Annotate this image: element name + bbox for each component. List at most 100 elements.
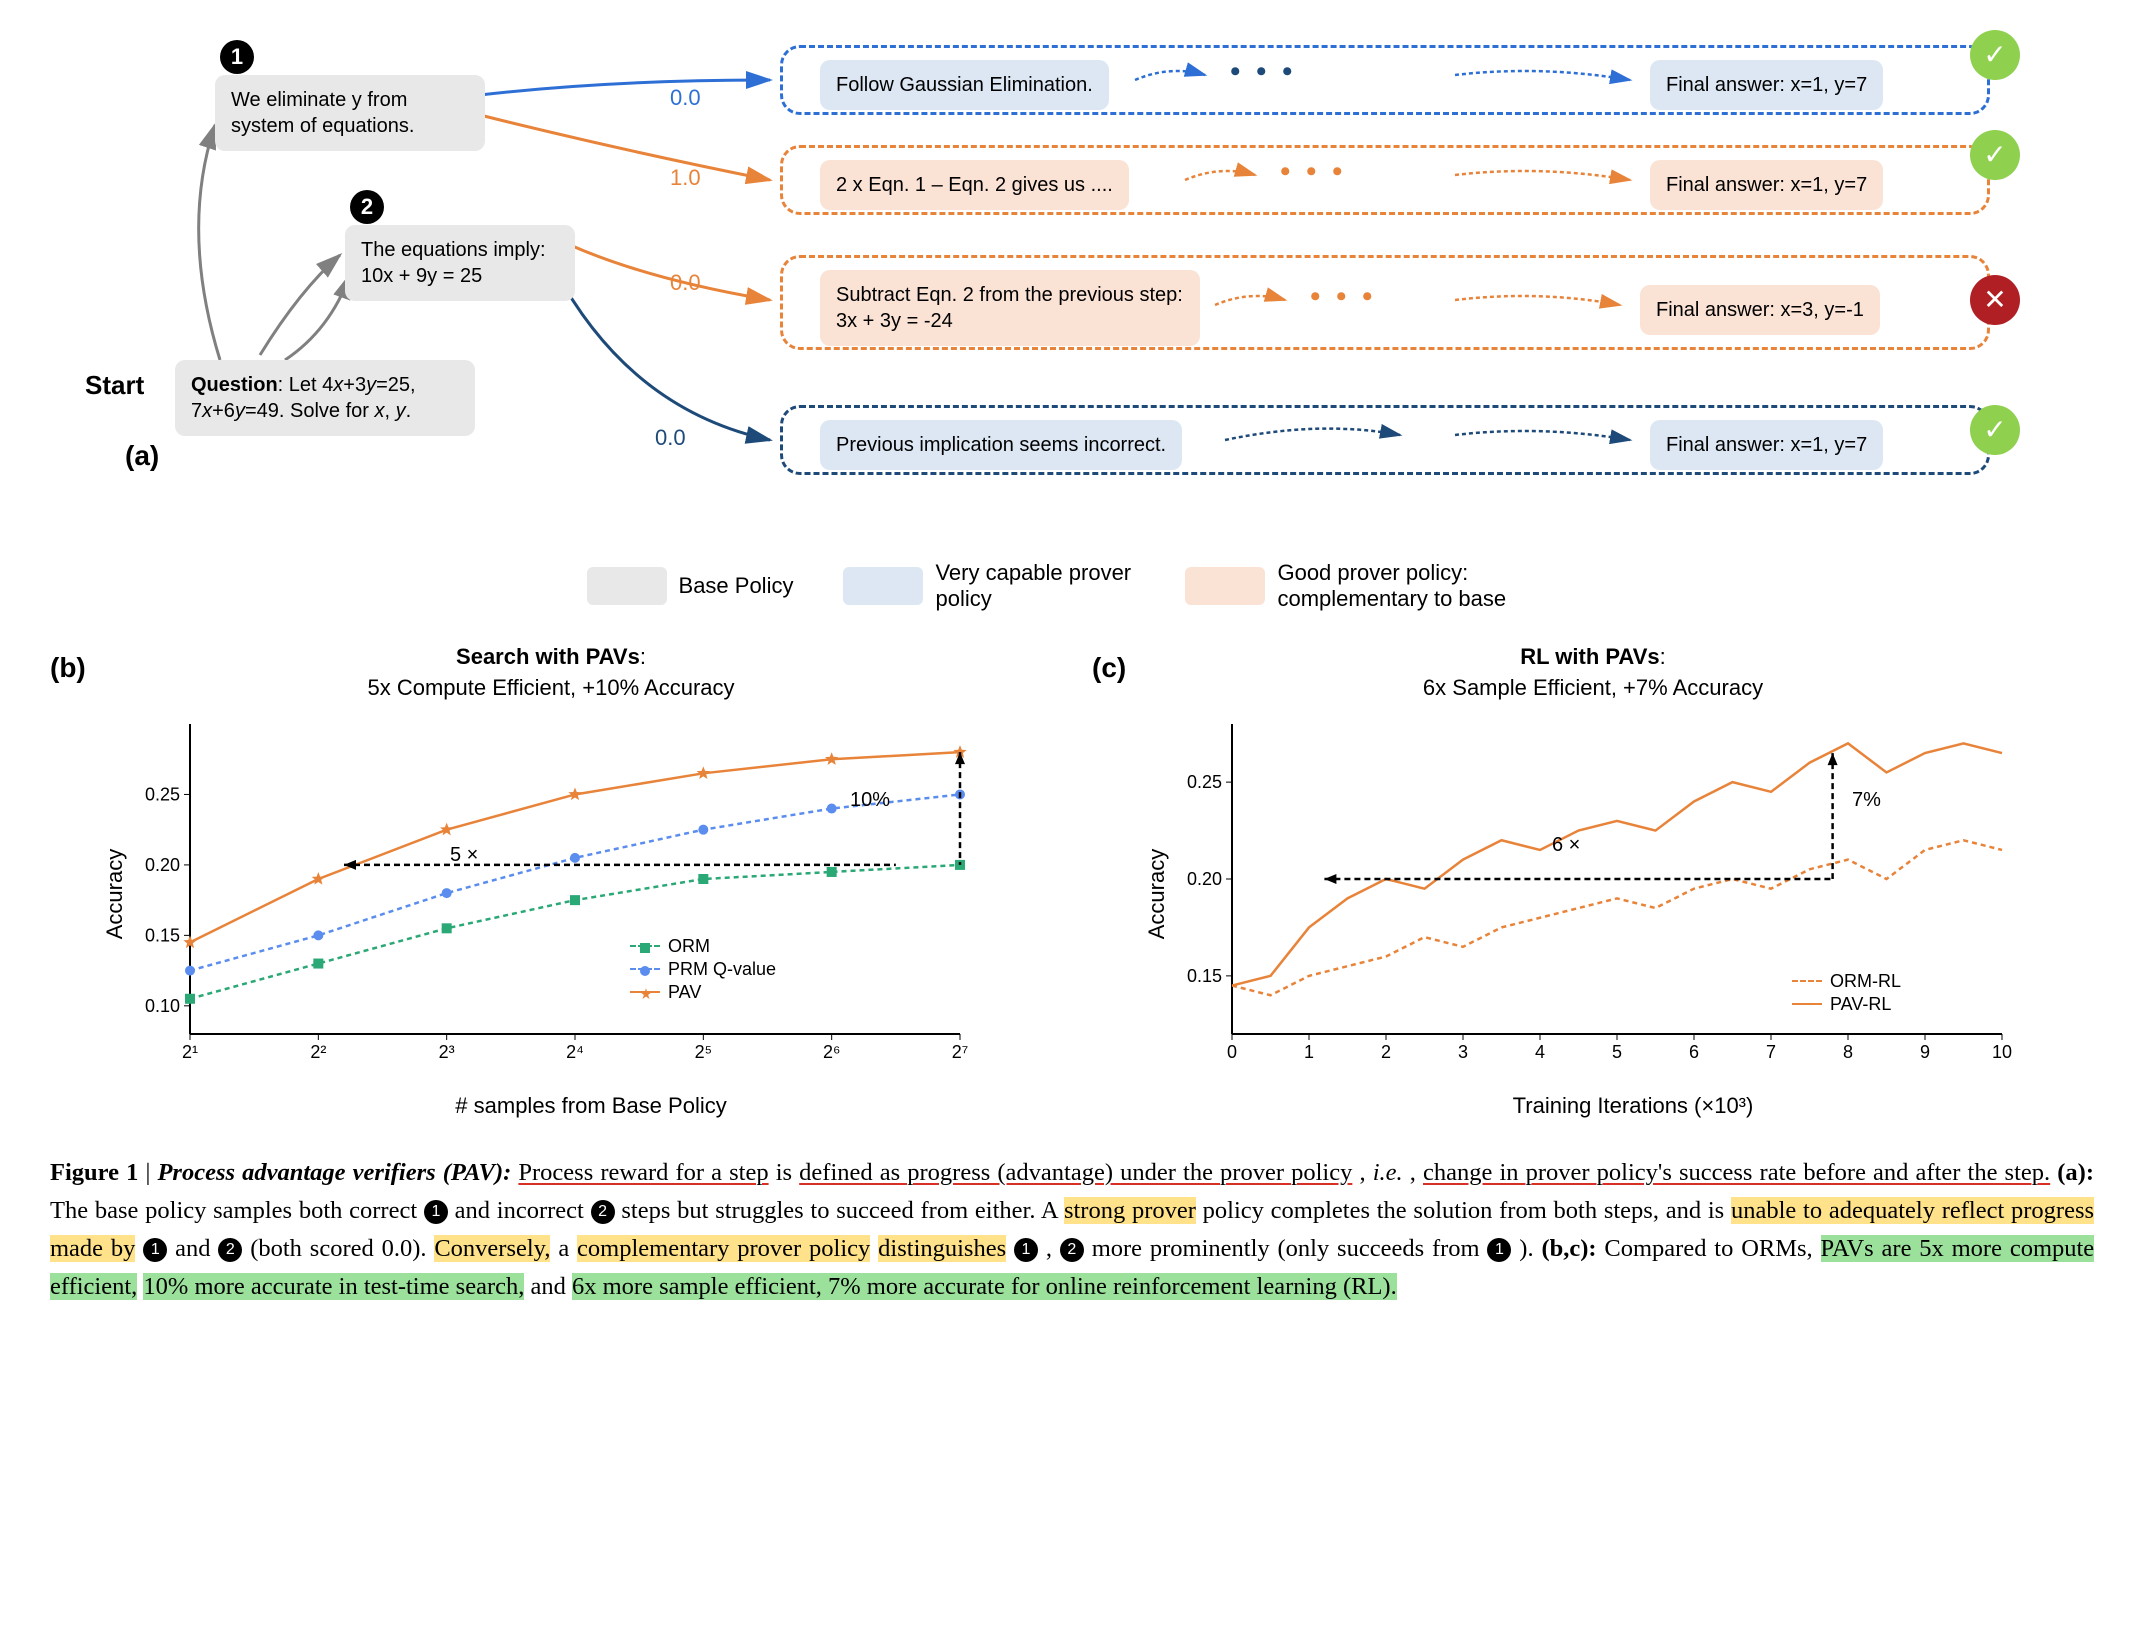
path3-final: Final answer: x=3, y=-1 xyxy=(1640,285,1880,335)
svg-text:0.20: 0.20 xyxy=(145,855,180,875)
caption-t24: (b,c): xyxy=(1541,1235,1596,1262)
panel-c-label: (c) xyxy=(1092,652,1126,684)
caption-t27: 10% more accurate in test-time search, xyxy=(143,1273,524,1300)
svg-text:2³: 2³ xyxy=(439,1042,455,1062)
chart-b-legend-pav: PAV xyxy=(630,982,776,1003)
badge-ok-3: ✓ xyxy=(1970,405,2020,455)
chart-b-title-sub: 5x Compute Efficient, +10% Accuracy xyxy=(367,675,734,700)
chart-c-legend-pav: PAV-RL xyxy=(1792,994,1901,1015)
chart-b-legend-orm: ORM xyxy=(630,936,776,957)
score-3: 0.0 xyxy=(670,270,701,296)
caption-t19: distinguishes xyxy=(878,1235,1006,1262)
conn-3b xyxy=(1450,285,1650,325)
legend-base-label: Base Policy xyxy=(679,573,794,599)
chart-c-title: RL with PAVs: 6x Sample Efficient, +7% A… xyxy=(1092,642,2094,704)
caption-circle-1c: 1 xyxy=(1014,1238,1038,1262)
chart-c-legend: ORM-RL PAV-RL xyxy=(1792,969,1901,1017)
circle-num-2-text: 2 xyxy=(361,194,373,220)
node-1-text: We eliminate y from system of equations. xyxy=(231,89,414,137)
dots-1: • • • xyxy=(1230,55,1297,89)
caption-circle-2b: 2 xyxy=(218,1238,242,1262)
caption-circle-2c: 2 xyxy=(1060,1238,1084,1262)
caption-fig-label: Figure 1 xyxy=(50,1159,138,1186)
svg-text:10: 10 xyxy=(1992,1042,2012,1062)
caption-t17: Conversely, xyxy=(434,1235,550,1262)
chart-c-legend-orm: ORM-RL xyxy=(1792,971,1901,992)
svg-text:4: 4 xyxy=(1535,1042,1545,1062)
chart-b: (b) Search with PAVs: 5x Compute Efficie… xyxy=(50,642,1052,1124)
svg-text:2⁶: 2⁶ xyxy=(823,1042,840,1062)
caption-t5b: , xyxy=(1410,1159,1423,1186)
caption-t23: ). xyxy=(1519,1235,1541,1262)
chart-b-legend-prm: PRM Q-value xyxy=(630,959,776,980)
caption-t16: (both scored 0.0). xyxy=(250,1235,434,1262)
badge-ok-2: ✓ xyxy=(1970,130,2020,180)
chart-c-ann-6x: 6 × xyxy=(1552,834,1580,857)
legend-capable-label: Very capable prover policy xyxy=(935,560,1135,612)
svg-text:0.25: 0.25 xyxy=(145,784,180,804)
score-4: 0.0 xyxy=(655,425,686,451)
chart-b-svg: 0.100.150.200.252¹2²2³2⁴2⁵2⁶2⁷ xyxy=(130,714,980,1074)
circle-num-1-text: 1 xyxy=(231,44,243,70)
caption-circle-1b: 1 xyxy=(143,1238,167,1262)
chart-c-legend-orm-label: ORM-RL xyxy=(1830,971,1901,992)
conn-4b xyxy=(1450,420,1650,460)
svg-text:0.25: 0.25 xyxy=(1187,772,1222,792)
score-1: 0.0 xyxy=(670,85,701,111)
caption-sep: | xyxy=(145,1159,157,1186)
chart-b-legend-prm-label: PRM Q-value xyxy=(668,959,776,980)
svg-text:7: 7 xyxy=(1766,1042,1776,1062)
svg-text:2⁷: 2⁷ xyxy=(952,1042,969,1062)
svg-text:0.15: 0.15 xyxy=(1187,965,1222,985)
legend-base-swatch xyxy=(587,567,667,605)
conn-2b xyxy=(1450,160,1650,200)
conn-1b xyxy=(1450,60,1650,100)
chart-b-legend-orm-label: ORM xyxy=(668,936,710,957)
chart-b-ylabel: Accuracy xyxy=(102,848,128,938)
svg-text:8: 8 xyxy=(1843,1042,1853,1062)
node-1: We eliminate y from system of equations. xyxy=(215,75,485,151)
badge-ok-1: ✓ xyxy=(1970,30,2020,80)
legend-row: Base Policy Very capable prover policy G… xyxy=(50,560,2094,612)
caption-t2: is xyxy=(776,1159,799,1186)
legend-good-label: Good prover policy: complementary to bas… xyxy=(1277,560,1557,612)
caption-t12: strong prover xyxy=(1064,1197,1196,1224)
caption-circle-2a: 2 xyxy=(591,1200,615,1224)
caption-t17b: a xyxy=(558,1235,577,1262)
conn-4 xyxy=(1220,420,1420,460)
chart-c-xlabel: Training Iterations (×10³) xyxy=(1513,1093,1754,1119)
caption-t29: 6x more sample efficient, 7% more accura… xyxy=(572,1273,1397,1300)
caption-t10: and incorrect xyxy=(455,1197,591,1224)
chart-c-area: Accuracy Training Iterations (×10³) 0.15… xyxy=(1172,714,2094,1074)
caption-t21: , xyxy=(1046,1235,1060,1262)
svg-text:2⁵: 2⁵ xyxy=(695,1042,712,1062)
caption-t25: Compared to ORMs, xyxy=(1604,1235,1820,1262)
chart-b-xlabel: # samples from Base Policy xyxy=(455,1093,726,1119)
dots-2: • • • xyxy=(1280,155,1347,189)
question-text: Question: Let 4x+3y=25, 7x+6y=49. Solve … xyxy=(191,374,416,422)
caption-t18: complementary prover policy xyxy=(577,1235,870,1262)
chart-b-legend-pav-label: PAV xyxy=(668,982,701,1003)
caption-t3: defined as progress (advantage) under th… xyxy=(799,1159,1352,1186)
chart-c-title-bold: RL with PAVs xyxy=(1520,644,1659,669)
caption-t4: , xyxy=(1359,1159,1372,1186)
svg-text:0: 0 xyxy=(1227,1042,1237,1062)
path1-final: Final answer: x=1, y=7 xyxy=(1650,60,1883,110)
path4-step: Previous implication seems incorrect. xyxy=(820,420,1182,470)
caption-t15: and xyxy=(175,1235,218,1262)
panel-a-label: (a) xyxy=(125,440,159,472)
caption-t11: steps but struggles to succeed from eith… xyxy=(621,1197,1064,1224)
svg-text:0.10: 0.10 xyxy=(145,995,180,1015)
node-2: The equations imply: 10x + 9y = 25 xyxy=(345,225,575,301)
path4-final: Final answer: x=1, y=7 xyxy=(1650,420,1883,470)
chart-b-title: Search with PAVs: 5x Compute Efficient, … xyxy=(50,642,1052,704)
path3-step: Subtract Eqn. 2 from the previous step: … xyxy=(820,270,1200,346)
caption-t8: (a): xyxy=(2057,1159,2094,1186)
figure-container: 1 2 We eliminate y from system of equati… xyxy=(50,30,2094,1305)
caption-t6: change in prover policy's success rate b… xyxy=(1423,1159,2050,1186)
caption-t9: The base policy samples both correct xyxy=(50,1197,424,1224)
svg-text:2: 2 xyxy=(1381,1042,1391,1062)
svg-text:0.20: 0.20 xyxy=(1187,869,1222,889)
caption-t13: policy completes the solution from both … xyxy=(1203,1197,1731,1224)
path2-final: Final answer: x=1, y=7 xyxy=(1650,160,1883,210)
